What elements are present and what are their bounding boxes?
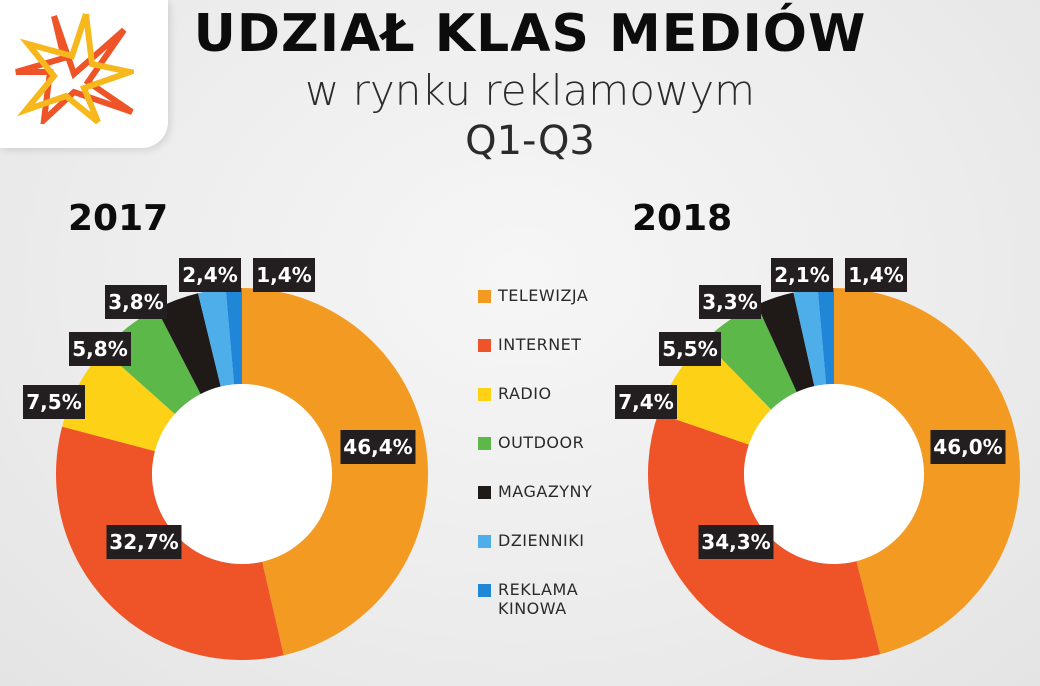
- donut-slice-telewizja: [834, 288, 1021, 655]
- donut-slice-dzienniki: [793, 288, 827, 387]
- data-label-box: [105, 285, 167, 319]
- data-label-box: [69, 332, 131, 366]
- data-label-text: 34,3%: [701, 530, 770, 554]
- donut-slice-outdoor: [704, 304, 797, 410]
- donut-hole: [152, 384, 332, 564]
- legend-item: DZIENNIKI: [478, 529, 638, 578]
- data-label: 3,3%: [699, 285, 761, 319]
- donut-slice-dzienniki: [198, 288, 235, 387]
- data-label: 2,4%: [179, 258, 241, 292]
- data-label-text: 32,7%: [109, 530, 178, 554]
- page-title: UDZIAŁ KLAS MEDIÓW: [193, 4, 867, 64]
- donut-slice-radio: [658, 340, 772, 445]
- data-label-box: [253, 258, 315, 292]
- chart-2018-title: 2018: [632, 198, 733, 239]
- page-subtitle: w rynku reklamowym: [304, 66, 756, 115]
- chart-2017-title: 2017: [68, 198, 169, 239]
- donut-slice-reklama-kinowa: [817, 288, 834, 385]
- data-label: 7,5%: [23, 385, 85, 419]
- legend-item: OUTDOOR: [478, 431, 638, 480]
- star-burst-logo-icon: [15, 13, 134, 124]
- donut-slice-telewizja: [242, 287, 429, 656]
- data-label: 5,5%: [659, 332, 721, 366]
- data-label-text: 5,5%: [662, 337, 717, 361]
- legend-label: INTERNET: [498, 335, 582, 354]
- legend-label: REKLAMA KINOWA: [498, 580, 579, 618]
- data-label-box: [23, 385, 85, 419]
- data-label: 46,0%: [930, 430, 1006, 464]
- data-label-box: [659, 332, 721, 366]
- legend-item: TELEWIZJA: [478, 284, 638, 333]
- legend-item: INTERNET: [478, 333, 638, 382]
- donut-slice-magazyny: [156, 293, 221, 395]
- data-label-box: [698, 525, 774, 559]
- data-label-text: 2,4%: [182, 263, 237, 287]
- legend-swatch: [478, 535, 491, 548]
- data-label-text: 46,0%: [933, 435, 1002, 459]
- legend-item: RADIO: [478, 382, 638, 431]
- data-label-text: 3,8%: [108, 290, 163, 314]
- data-label-box: [179, 258, 241, 292]
- legend-swatch: [478, 388, 491, 401]
- data-label-box: [340, 430, 416, 464]
- data-label: 1,4%: [253, 258, 315, 292]
- data-label-text: 3,3%: [702, 290, 757, 314]
- legend-swatch: [478, 290, 491, 303]
- donut-slice-radio: [62, 350, 175, 452]
- legend: TELEWIZJA INTERNET RADIO OUTDOOR MAGAZYNY DZI…: [478, 284, 638, 627]
- data-label-text: 1,4%: [848, 263, 903, 287]
- data-label: 1,4%: [845, 258, 907, 292]
- data-label: 34,3%: [698, 525, 774, 559]
- data-label-box: [930, 430, 1006, 464]
- data-label-text: 7,4%: [618, 390, 673, 414]
- data-label-text: 2,1%: [774, 263, 829, 287]
- legend-swatch: [478, 437, 491, 450]
- donut-slice-magazyny: [756, 292, 815, 393]
- data-label-box: [845, 258, 907, 292]
- donut-hole: [744, 384, 924, 564]
- data-label: 3,8%: [105, 285, 167, 319]
- data-label-text: 7,5%: [26, 390, 81, 414]
- data-label-box: [771, 258, 833, 292]
- data-label-box: [699, 285, 761, 319]
- data-label: 7,4%: [615, 385, 677, 419]
- legend-swatch: [478, 486, 491, 499]
- data-label-text: 5,8%: [72, 337, 127, 361]
- data-label-text: 1,4%: [256, 263, 311, 287]
- legend-label: OUTDOOR: [498, 433, 585, 452]
- legend-swatch: [478, 339, 491, 352]
- data-label-box: [106, 525, 182, 559]
- legend-label: TELEWIZJA: [498, 286, 589, 305]
- data-label-text: 46,4%: [343, 435, 412, 459]
- period-label: Q1-Q3: [465, 118, 595, 164]
- legend-item: MAGAZYNY: [478, 480, 638, 529]
- legend-swatch: [478, 584, 491, 597]
- logo-panel: [0, 0, 168, 148]
- legend-label: RADIO: [498, 384, 552, 403]
- data-label-box: [615, 385, 677, 419]
- legend-label: DZIENNIKI: [498, 531, 585, 550]
- legend-label: MAGAZYNY: [498, 482, 593, 501]
- legend-item: REKLAMA KINOWA: [478, 578, 638, 627]
- data-label: 5,8%: [69, 332, 131, 366]
- donut-slice-reklama-kinowa: [225, 288, 242, 385]
- data-label: 46,4%: [340, 430, 416, 464]
- data-label: 2,1%: [771, 258, 833, 292]
- data-label: 32,7%: [106, 525, 182, 559]
